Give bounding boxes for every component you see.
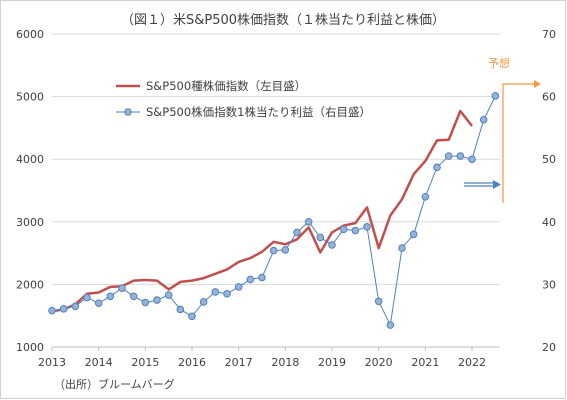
eps-data-point (48, 306, 56, 315)
eps-data-point (409, 230, 418, 239)
eps-data-point (258, 273, 266, 282)
x-tick-label: 2016 (178, 356, 206, 369)
eps-data-point (374, 297, 383, 306)
eps-data-point (304, 218, 313, 226)
eps-data-point (164, 291, 173, 299)
series-layer (48, 92, 500, 329)
chart-title: （図１）米S&P500株価指数（１株当たり利益と株価） (121, 13, 445, 28)
eps-data-point (211, 288, 220, 296)
source-note: （出所）ブルームバーグ (54, 377, 175, 391)
right-tick-label: 20 (542, 341, 556, 354)
x-axis-ticks: 2013 2014 2015 2016 2017 2018 2019 2020 2021 2022 (38, 347, 486, 369)
right-tick-label: 50 (542, 153, 556, 166)
eps-data-point (246, 275, 255, 284)
eps-data-point (339, 225, 348, 234)
eps-data-point (444, 152, 453, 160)
eps-data-point (83, 293, 91, 302)
eps-data-point (118, 284, 126, 292)
eps-data-point (479, 115, 488, 124)
x-tick-label: 2022 (458, 356, 486, 369)
eps-data-point (94, 299, 103, 307)
eps-data-point (433, 163, 441, 172)
eps-data-point (153, 296, 161, 304)
eps-data-point (106, 292, 115, 301)
eps-data-point (468, 155, 476, 163)
eps-data-point (176, 305, 185, 314)
eps-data-point (363, 223, 371, 231)
left-tick-label: 1000 (16, 341, 44, 354)
right-tick-label: 30 (542, 278, 556, 291)
x-tick-label: 2021 (411, 356, 439, 369)
eps-data-point (59, 305, 68, 313)
eps-data-point (491, 92, 500, 100)
x-tick-label: 2017 (225, 356, 253, 369)
eps-data-point (293, 228, 301, 237)
eps-data-point (328, 241, 336, 249)
eps-data-point (281, 246, 290, 254)
left-tick-label: 4000 (16, 153, 44, 166)
eps-data-point (223, 289, 231, 298)
forecast-bracket (502, 83, 534, 203)
forecast-label: 予想 (488, 56, 510, 70)
x-tick-label: 2018 (271, 356, 299, 369)
right-tick-label: 60 (542, 91, 556, 104)
legend-marker-eps (124, 108, 132, 116)
eps-data-point (141, 298, 150, 307)
eps-data-point (456, 152, 465, 160)
left-tick-label: 6000 (16, 28, 44, 41)
eps-data-point (71, 302, 80, 311)
eps-data-point (316, 233, 325, 242)
x-tick-label: 2014 (85, 356, 113, 369)
left-tick-label: 5000 (16, 91, 44, 104)
eps-data-point (188, 312, 196, 321)
right-axis-ticks: 20 30 40 50 60 70 (542, 28, 556, 354)
eps-data-point (269, 246, 278, 255)
eps-data-point (351, 226, 360, 235)
left-axis-ticks: 1000 2000 3000 4000 5000 6000 (16, 28, 44, 354)
forecast-annotation: 予想 (464, 56, 541, 203)
legend-label-index: S&P500種株価指数（左目盛） (146, 79, 306, 93)
eps-data-point (421, 192, 430, 201)
eps-data-point (386, 321, 395, 329)
forecast-arrowhead (534, 80, 541, 88)
legend-label-eps: S&P500株価指数1株当たり利益（右目盛） (146, 105, 371, 119)
eps-data-point (234, 283, 243, 291)
x-tick-label: 2013 (38, 356, 66, 369)
legend: S&P500種株価指数（左目盛） S&P500株価指数1株当たり利益（右目盛） (116, 79, 371, 119)
x-tick-label: 2019 (318, 356, 346, 369)
left-tick-label: 2000 (16, 278, 44, 291)
eps-data-point (199, 298, 208, 306)
left-tick-label: 3000 (16, 216, 44, 229)
right-tick-label: 70 (542, 28, 556, 41)
eps-data-point (398, 244, 406, 252)
eps-data-point (129, 292, 138, 301)
x-tick-label: 2015 (131, 356, 159, 369)
right-tick-label: 40 (542, 216, 556, 229)
x-tick-label: 2020 (365, 356, 393, 369)
eps-arrowhead (493, 180, 501, 189)
